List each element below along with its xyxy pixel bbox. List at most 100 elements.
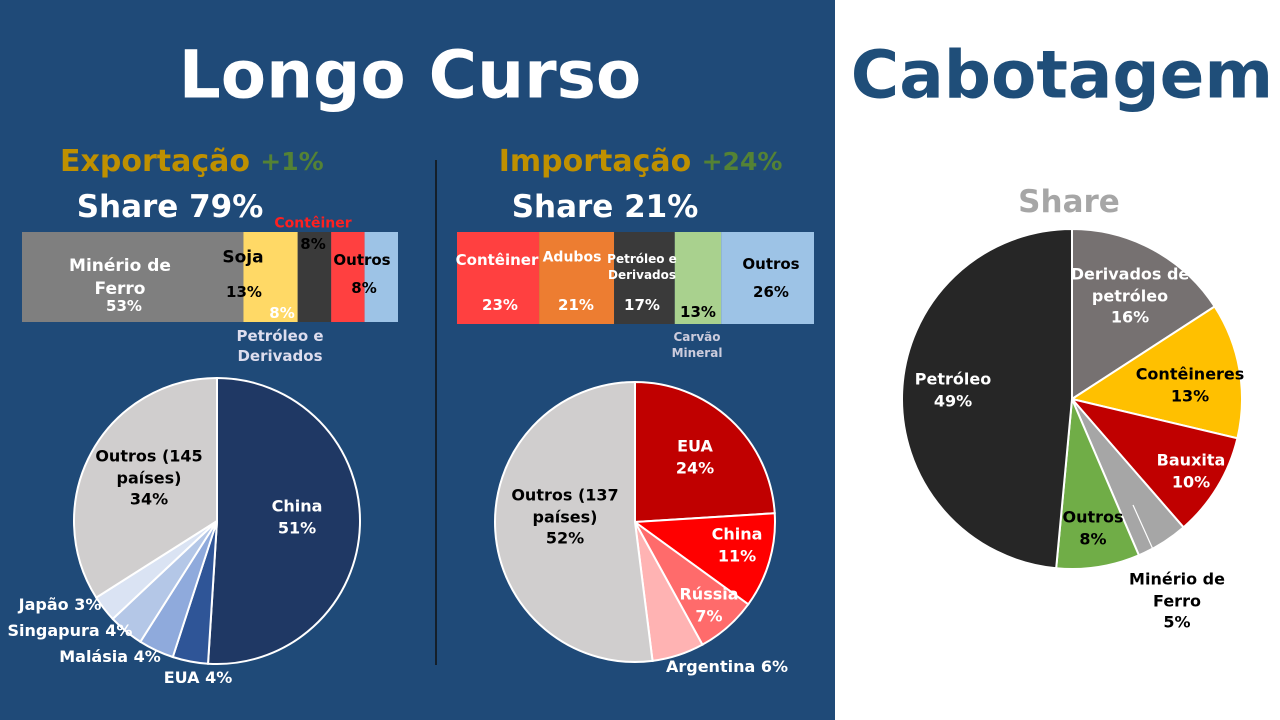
section-title: Exportação [60, 143, 250, 179]
label-text: 51% [277, 518, 317, 537]
label-text: 24% [675, 458, 715, 477]
bar-segment [457, 232, 540, 324]
label-text: EUA [163, 668, 200, 688]
segment-label: Contêiner [274, 215, 352, 232]
label-text: Outros (145 países) [95, 446, 203, 488]
value-label: 8% [269, 303, 295, 322]
label-text: 16% [1110, 307, 1150, 327]
value-label: 13% [680, 302, 716, 321]
slice-label: Derivados de petróleo 16% [1060, 264, 1200, 329]
label-text: 11% [717, 546, 757, 565]
slice-label: Argentina 6% [666, 656, 788, 678]
label-text: Argentina [665, 657, 756, 677]
label-text: Bauxita [1156, 450, 1226, 470]
label-text: 4% [133, 647, 161, 667]
label-text: 7% [695, 606, 723, 625]
label-text: Malásia [59, 647, 129, 667]
title: Longo Curso [178, 36, 642, 114]
value-label: 21% [558, 295, 594, 314]
label-text: Petróleo [914, 369, 992, 389]
pie-slice [901, 227, 1073, 570]
label-text: Minério de Ferro [1129, 569, 1225, 611]
pie-slice [494, 380, 654, 663]
label-text: EUA [677, 436, 713, 456]
label-text: Japão [18, 595, 69, 615]
label-text: 4% [105, 621, 133, 641]
share: Share 79% [76, 189, 264, 226]
segment-label: Adubos [542, 249, 602, 266]
title: Cabotagem [850, 36, 1274, 114]
segment-label: Minério de Ferro [69, 256, 171, 299]
slice-label: Singapura 4% [8, 620, 133, 642]
leader-line [1132, 504, 1161, 566]
value-label: 8% [300, 234, 326, 253]
segment-label: Petróleo e Derivados [236, 326, 324, 365]
value-label: 53% [106, 296, 142, 315]
bar-segment [22, 232, 244, 322]
value-label: 26% [753, 282, 789, 301]
slice-label: Outros (145 países) 34% [79, 446, 219, 511]
label-text: Outros [1062, 507, 1124, 527]
slice-label: Rússia 7% [679, 583, 738, 626]
slice-label: Petróleo 49% [915, 368, 991, 411]
bar-segment [539, 232, 615, 324]
pie-slice [634, 380, 776, 524]
share: Share 21% [511, 189, 699, 226]
change: +1% [260, 147, 324, 177]
pie-slice [206, 376, 361, 665]
value-label: 8% [351, 278, 377, 297]
pie-slice [1069, 397, 1239, 529]
label-text: 10% [1171, 472, 1211, 491]
label-text: China [271, 496, 323, 516]
label-text: 8% [1079, 529, 1107, 548]
segment-label: Petróleo e Derivados [607, 251, 677, 282]
pie-slice [1071, 227, 1217, 401]
label-text: Derivados de petróleo [1070, 264, 1190, 306]
slice-label: Malásia 4% [59, 646, 161, 668]
slice-label: EUA 4% [164, 667, 233, 689]
label-text: 52% [545, 528, 585, 548]
bar-segment [364, 232, 398, 322]
label-text: 13% [1170, 386, 1210, 405]
slice-label: EUA 24% [676, 435, 714, 478]
segment-label: Soja [222, 247, 264, 268]
label-text: Outros (137 países) [511, 485, 619, 527]
bar-segment [297, 232, 332, 322]
label-text: 5% [1163, 612, 1191, 632]
label-text: Contêineres [1135, 364, 1245, 384]
pie-slice [73, 376, 218, 600]
bar-segment [331, 232, 365, 322]
label-text: 34% [129, 489, 169, 509]
section-title: Importação [498, 143, 692, 179]
slice-label: Contêineres 13% [1136, 363, 1245, 406]
label-text: 3% [74, 595, 102, 615]
slice-label: Outros (137 países) 52% [500, 485, 630, 550]
label-text: Rússia [679, 584, 739, 604]
pie-slice [1069, 305, 1243, 440]
label-text: 4% [205, 668, 233, 688]
segment-label: Carvão Mineral [671, 329, 723, 360]
label-text: China [711, 524, 763, 544]
bar-segment [674, 232, 722, 324]
segment-label: Outros [333, 250, 391, 269]
bar-segment [243, 232, 298, 322]
slice-label: China 51% [272, 495, 323, 538]
segment-label: Contêiner [455, 250, 539, 269]
slice-label: Minério de Ferro 5% [1127, 569, 1227, 634]
slice-label: Japão 3% [19, 594, 102, 616]
label-text: Singapura [7, 621, 100, 641]
pie-slice [632, 512, 776, 606]
pie-title: Share [1018, 184, 1120, 221]
value-label: 17% [624, 295, 660, 314]
bar-segment [614, 232, 675, 324]
label-text: 49% [933, 391, 973, 410]
slice-label: Outros 8% [1062, 506, 1123, 549]
value-label: 23% [482, 295, 518, 314]
slice-label: China 11% [712, 523, 763, 566]
label-text: 6% [760, 657, 789, 677]
change: +24% [701, 147, 783, 177]
segment-label: Outros [742, 254, 800, 273]
value-label: 13% [226, 282, 262, 301]
